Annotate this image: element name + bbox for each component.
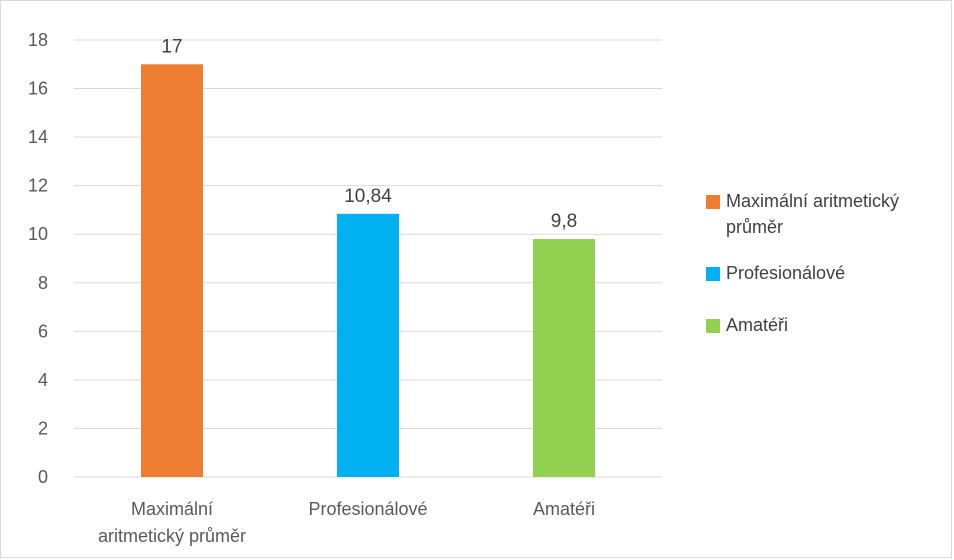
- y-tick-label: 0: [38, 467, 48, 487]
- y-tick-label: 8: [38, 273, 48, 293]
- y-tick-label: 10: [28, 224, 48, 244]
- legend-swatch: [706, 195, 720, 209]
- legend-swatch: [706, 267, 720, 281]
- x-category-label: Amatéři: [533, 499, 595, 519]
- x-axis-categories: Maximální aritmetický průměr Profesionálov…: [98, 499, 595, 546]
- bar: [533, 239, 595, 477]
- legend: Maximální aritmetický průměr Profesionálov…: [706, 188, 950, 338]
- legend-item: Profesionálové: [706, 260, 950, 286]
- data-label: 10,84: [344, 186, 392, 207]
- legend-swatch: [706, 319, 720, 333]
- legend-item: Maximální aritmetický průměr: [706, 188, 950, 240]
- data-label: 17: [161, 36, 182, 57]
- bar: [141, 64, 203, 478]
- data-labels: 17 10,84 9,8: [161, 36, 577, 232]
- legend-item: Amatéři: [706, 312, 950, 338]
- bar: [337, 213, 399, 477]
- y-tick-label: 2: [38, 418, 48, 438]
- y-tick-label: 4: [38, 370, 48, 390]
- legend-label: Amatéři: [726, 315, 789, 335]
- y-tick-label: 14: [28, 127, 48, 147]
- y-tick-label: 6: [38, 321, 48, 341]
- bars: [141, 64, 595, 478]
- data-label: 9,8: [551, 211, 577, 232]
- legend-label: Profesionálové: [726, 263, 846, 283]
- legend-label: Maximální aritmetický: [726, 191, 900, 211]
- y-axis-ticks: 0 2 4 6 8 10 12 14 16 18: [28, 30, 48, 487]
- legend-label: průměr: [726, 217, 784, 237]
- y-tick-label: 18: [28, 30, 48, 50]
- x-category-label: aritmetický průměr: [98, 526, 246, 546]
- x-category-label: Maximální: [131, 499, 213, 519]
- y-tick-label: 12: [28, 176, 48, 196]
- y-tick-label: 16: [28, 79, 48, 99]
- x-category-label: Profesionálové: [308, 499, 427, 519]
